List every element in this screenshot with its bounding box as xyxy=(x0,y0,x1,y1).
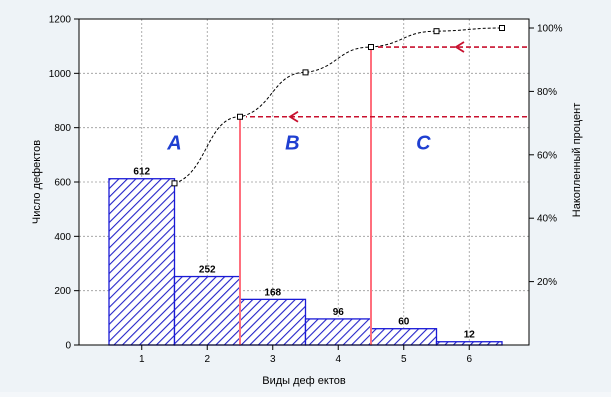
x-tick-label-3: 3 xyxy=(270,354,276,365)
cumulative-curve xyxy=(171,25,505,187)
bar-4 xyxy=(304,318,372,346)
y-axis-title: Число дефектов xyxy=(31,140,43,224)
x-tick-label-2: 2 xyxy=(204,354,210,365)
bar-label-5: 60 xyxy=(398,317,410,328)
y2-tick-label-40: 40% xyxy=(537,214,557,225)
x-axis-title: Виды деф ектов xyxy=(262,375,346,387)
y2-tick-label-80: 80% xyxy=(537,87,557,98)
arrows xyxy=(246,41,527,123)
bar-label-2: 252 xyxy=(199,265,216,276)
bar-label-3: 168 xyxy=(264,287,281,298)
cumulative-point-2 xyxy=(237,113,243,120)
zone-label-C: C xyxy=(416,132,431,154)
bars xyxy=(108,178,503,346)
x-tick-label-1: 1 xyxy=(139,354,145,365)
zone-boundaries xyxy=(239,47,372,345)
bar-5 xyxy=(370,328,438,346)
arrow-head-2 xyxy=(454,41,465,53)
x-tick-label-4: 4 xyxy=(335,354,341,365)
y-tick-label-600: 600 xyxy=(54,178,71,189)
cumulative-point-4 xyxy=(368,44,374,51)
cumulative-point-5 xyxy=(433,28,440,35)
y-tick-label-1200: 1200 xyxy=(49,15,72,26)
cumulative-line xyxy=(174,27,503,184)
bar-label-6: 12 xyxy=(464,330,476,341)
cumulative-point-3 xyxy=(302,69,309,76)
y2-tick-label-60: 60% xyxy=(537,150,557,161)
y2-axis-title: Накопленный процент xyxy=(571,103,583,217)
y2-tick-label-100: 100% xyxy=(537,24,563,35)
y-tick-label-800: 800 xyxy=(54,123,71,134)
y-tick-label-400: 400 xyxy=(54,232,71,243)
cumulative-point-6 xyxy=(499,25,505,31)
bar-labels: 612 252 168 96 60 12 xyxy=(133,167,475,341)
y-tick-label-0: 0 xyxy=(65,341,71,352)
bar-3 xyxy=(239,298,307,346)
bar-2 xyxy=(173,275,241,346)
y-tick-label-1000: 1000 xyxy=(49,69,72,80)
x-tick-label-5: 5 xyxy=(401,354,407,365)
zone-labels: A B C xyxy=(166,132,431,154)
zone-label-B: B xyxy=(285,132,299,154)
arrow-head-1 xyxy=(288,110,299,123)
cumulative-point-1 xyxy=(171,180,178,187)
y-tick-label-200: 200 xyxy=(54,286,71,297)
y2-tick-label-20: 20% xyxy=(537,277,557,288)
bar-1 xyxy=(108,178,176,346)
bar-label-4: 96 xyxy=(333,307,345,318)
x-tick-label-6: 6 xyxy=(466,354,472,365)
zone-label-A: A xyxy=(166,132,181,154)
bar-label-1: 612 xyxy=(133,167,150,178)
